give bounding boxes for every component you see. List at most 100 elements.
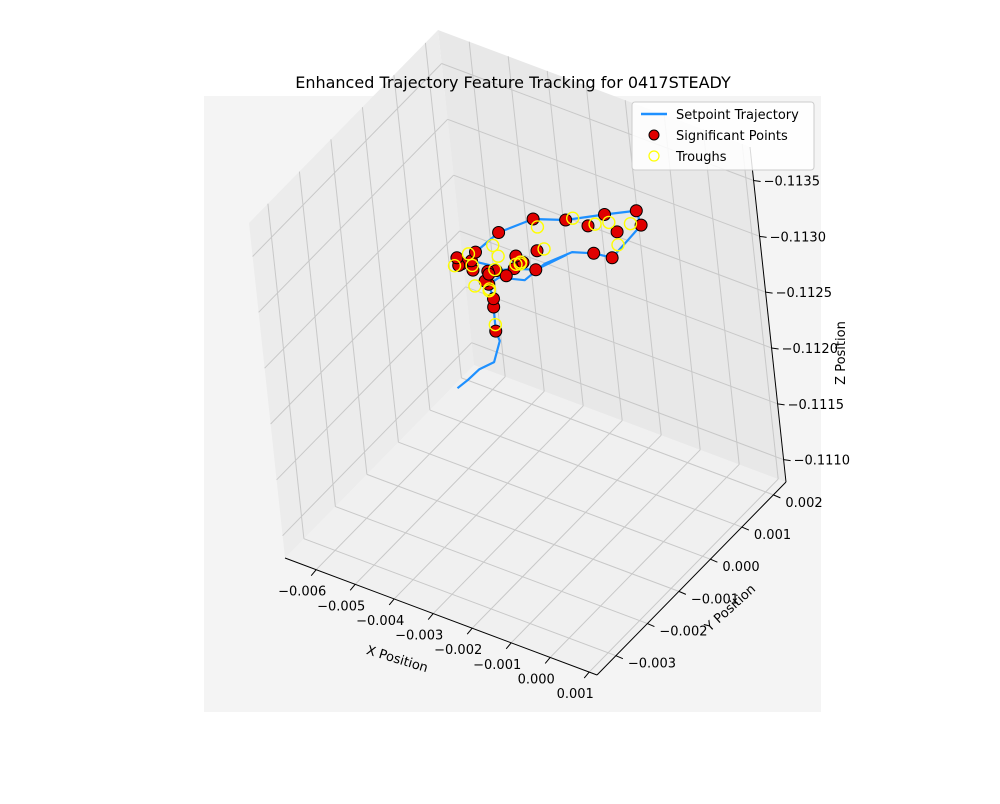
significant-point (499, 269, 513, 283)
significant-point (634, 218, 648, 232)
z-axis-label: Z Position (834, 321, 849, 385)
x-grid-floor (393, 405, 584, 600)
trough-point (447, 258, 462, 273)
z-grid-back (453, 174, 766, 293)
x-grid-floor (549, 464, 740, 658)
trough-point (530, 220, 545, 234)
z-grid-left (258, 118, 448, 313)
x-grid-back (741, 144, 779, 480)
trough-point (491, 249, 505, 263)
trough-point (461, 247, 476, 261)
trough-point (611, 238, 625, 252)
trough-point (468, 279, 482, 293)
y-tick-label: 0.001 (754, 528, 791, 543)
significant-point (492, 225, 506, 239)
y-grid-floor (335, 506, 648, 625)
x-tick (310, 569, 317, 577)
x-grid-floor (432, 420, 623, 614)
trough-point (488, 262, 502, 277)
x-tick-label: 0.001 (557, 687, 594, 702)
z-tick (777, 403, 785, 406)
x-grid-back (585, 85, 623, 421)
z-grid-back (471, 342, 784, 461)
z-tick-label: −0.1120 (782, 342, 838, 357)
x-grid-floor (588, 478, 779, 673)
y-grid-left (267, 203, 305, 539)
z-grid-left (264, 174, 454, 369)
left-pane (249, 30, 474, 558)
z-grid-left (252, 63, 442, 257)
trough-point (509, 257, 523, 271)
significant-point (450, 251, 464, 265)
trough-point (588, 217, 602, 231)
y-tick-label: 0.002 (785, 496, 822, 511)
significant-point (605, 251, 619, 265)
y-tick (741, 526, 750, 531)
x-tick (544, 657, 551, 664)
z-tick-label: −0.1125 (776, 286, 832, 301)
trough-point (488, 317, 502, 332)
y-grid-floor (398, 441, 711, 560)
x-tick (349, 584, 356, 591)
z-tick-label: −0.1115 (788, 398, 844, 413)
z-grid-left (282, 342, 472, 537)
y-axis-line (596, 481, 787, 676)
significant-point (610, 225, 624, 239)
legend-label-significant: Significant Points (676, 129, 788, 144)
x-grid-back (546, 70, 584, 407)
y-grid-left (361, 107, 399, 443)
z-axis-line (749, 146, 787, 483)
y-tick (678, 590, 687, 595)
legend: Setpoint Trajectory Significant Points T… (631, 101, 815, 171)
trough-point (602, 215, 616, 230)
x-tick (388, 598, 395, 606)
x-tick-label: −0.004 (356, 614, 404, 629)
x-grid-floor (471, 434, 662, 629)
z-tick (759, 235, 767, 238)
chart-title: Enhanced Trajectory Feature Tracking for… (295, 73, 731, 92)
trough-point (623, 216, 638, 231)
x-grid-back (663, 114, 701, 450)
y-grid-floor (429, 409, 743, 528)
legend-label-trajectory: Setpoint Trajectory (676, 108, 799, 123)
y-grid-left (330, 139, 368, 475)
x-grid-back (624, 100, 662, 436)
z-tick (753, 180, 761, 182)
trough-point (482, 282, 497, 296)
legend-trough-marker (648, 150, 660, 162)
x-grid-back (702, 129, 740, 465)
trough-point (566, 211, 580, 225)
floor-pane (285, 365, 786, 675)
y-tick (710, 558, 718, 563)
y-tick (773, 494, 781, 499)
x-tick-label: −0.003 (395, 629, 443, 644)
z-tick-label: −0.1130 (770, 230, 826, 245)
y-tick-label: −0.002 (659, 625, 707, 640)
trough-point (537, 242, 551, 256)
y-tick-label: 0.000 (722, 560, 759, 575)
y-grid-floor (461, 377, 774, 496)
x-tick (466, 627, 473, 635)
significant-point (526, 212, 540, 226)
x-grid-floor (354, 390, 545, 585)
tick-labels: −0.006−0.005−0.004−0.003−0.002−0.0010.00… (278, 175, 850, 703)
significant-point (598, 207, 611, 221)
grid-lines (252, 41, 784, 673)
y-grid-left (393, 74, 431, 411)
x-tick-label: −0.001 (473, 658, 521, 673)
y-grid-floor (303, 538, 617, 657)
plot-area (447, 204, 648, 390)
legend-box (631, 101, 815, 171)
y-grid-left (298, 171, 336, 507)
z-tick-label: −0.1110 (794, 454, 850, 469)
y-grid-floor (366, 473, 680, 592)
z-grid-left (270, 230, 460, 425)
significant-point (629, 204, 643, 218)
y-tick (647, 623, 655, 627)
y-grid-left (424, 42, 462, 378)
z-grid-back (447, 118, 760, 237)
z-tick (771, 347, 779, 350)
x-grid-back (507, 56, 545, 392)
z-grid-left (276, 286, 466, 481)
